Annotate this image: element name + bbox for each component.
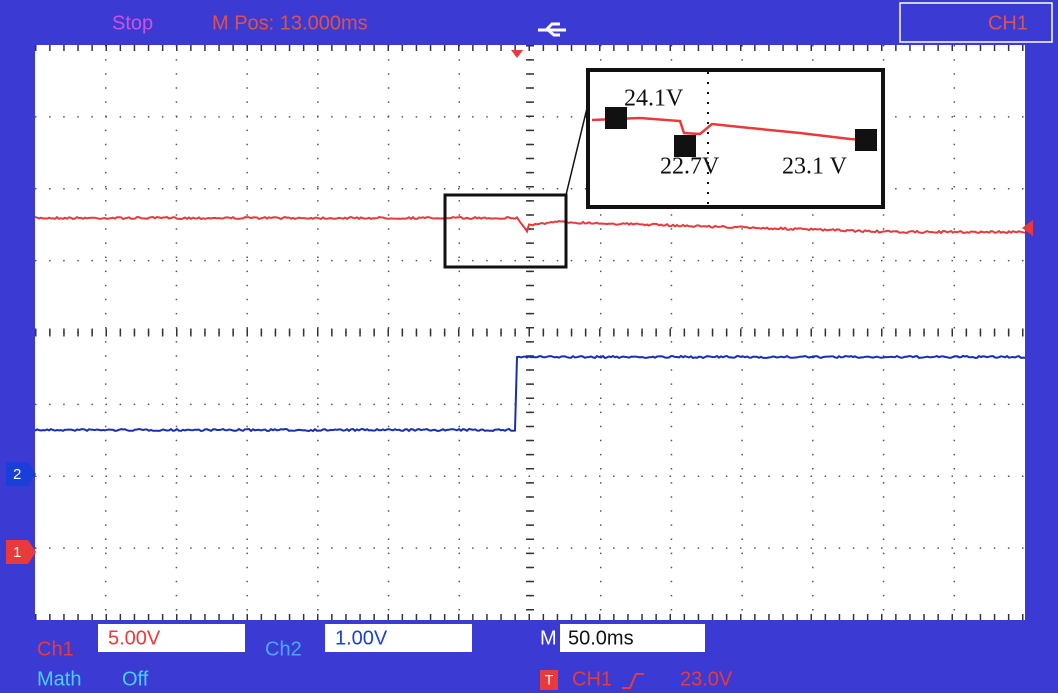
ch1-scale: 5.00V bbox=[108, 627, 161, 649]
left-bar bbox=[0, 45, 35, 620]
time-label: M bbox=[540, 627, 557, 649]
ch1-label: Ch1 bbox=[37, 638, 74, 660]
ch2-scale: 1.00V bbox=[335, 627, 388, 649]
m-position: M Pos: 13.000ms bbox=[212, 12, 368, 34]
ch2-label: Ch2 bbox=[265, 638, 302, 660]
trigger-source: CH1 bbox=[572, 668, 612, 690]
settled-label: 23.1 V bbox=[782, 154, 848, 180]
math-state: Off bbox=[122, 668, 149, 690]
dip-label: 22.7V bbox=[660, 154, 720, 180]
right-bar bbox=[1025, 45, 1058, 620]
math-label: Math bbox=[37, 668, 81, 690]
trigger-icon: T bbox=[545, 672, 554, 688]
ch2-marker-label: 2 bbox=[13, 466, 21, 483]
peak-label: 24.1V bbox=[624, 86, 684, 112]
time-scale: 50.0ms bbox=[568, 627, 634, 649]
oscilloscope-screen: Stop M Pos: 13.000ms CH1 2 1 24.1V 22.7V… bbox=[0, 0, 1058, 693]
run-status: Stop bbox=[112, 12, 153, 34]
trigger-level: 23.0V bbox=[680, 668, 733, 690]
ch1-marker-label: 1 bbox=[13, 544, 21, 561]
active-channel: CH1 bbox=[988, 12, 1028, 34]
point-marker bbox=[855, 129, 877, 151]
